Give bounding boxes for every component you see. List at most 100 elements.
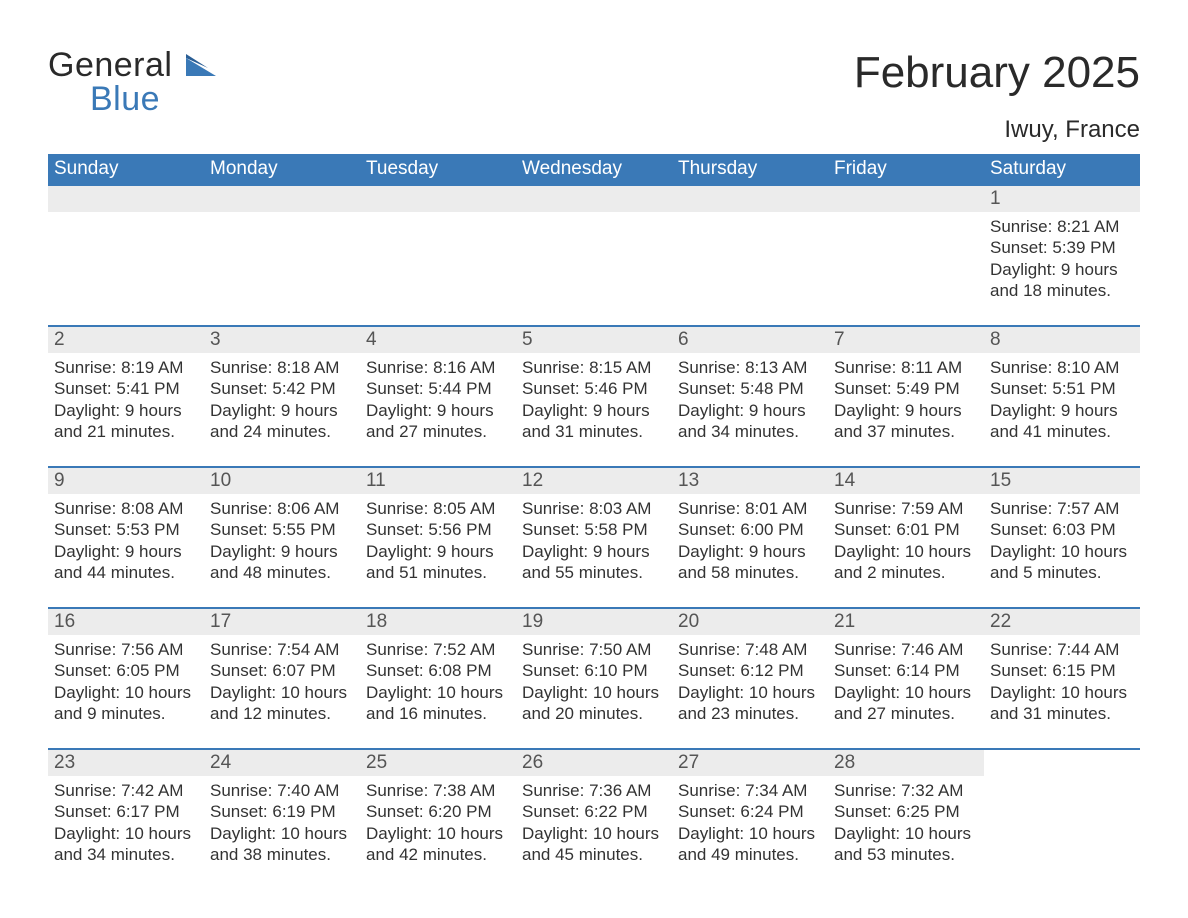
- day-details: Sunrise: 7:40 AMSunset: 6:19 PMDaylight:…: [210, 780, 354, 865]
- sunset-line: Sunset: 5:48 PM: [678, 378, 822, 399]
- day-number: 15: [990, 470, 1011, 491]
- day-number: 21: [834, 611, 855, 632]
- day-cell: 0: [48, 186, 204, 307]
- sunrise-line: Sunrise: 7:52 AM: [366, 639, 510, 660]
- sunrise-line: Sunrise: 8:03 AM: [522, 498, 666, 519]
- day-cell: 0: [204, 186, 360, 307]
- day-cell: 15Sunrise: 7:57 AMSunset: 6:03 PMDayligh…: [984, 468, 1140, 589]
- daynum-strip: 28: [828, 750, 984, 776]
- sunrise-line: Sunrise: 8:19 AM: [54, 357, 198, 378]
- day-details: Sunrise: 7:42 AMSunset: 6:17 PMDaylight:…: [54, 780, 198, 865]
- sunrise-line: Sunrise: 8:05 AM: [366, 498, 510, 519]
- day-cell: 6Sunrise: 8:13 AMSunset: 5:48 PMDaylight…: [672, 327, 828, 448]
- sunrise-line: Sunrise: 8:13 AM: [678, 357, 822, 378]
- daynum-strip: 18: [360, 609, 516, 635]
- daylight-line: Daylight: 10 hours and 45 minutes.: [522, 823, 666, 866]
- daylight-line: Daylight: 10 hours and 2 minutes.: [834, 541, 978, 584]
- brand-text: General Blue: [48, 48, 216, 116]
- calendar-grid: SundayMondayTuesdayWednesdayThursdayFrid…: [48, 154, 1140, 871]
- daylight-line: Daylight: 10 hours and 23 minutes.: [678, 682, 822, 725]
- weekday-header: Wednesday: [516, 158, 672, 180]
- header: General Blue February 2025 Iwuy, France: [48, 48, 1140, 144]
- month-title: February 2025: [854, 48, 1140, 98]
- day-cell: 14 Sunrise: 7:59 AMSunset: 6:01 PMDayligh…: [828, 468, 984, 589]
- daylight-line: Daylight: 9 hours and 31 minutes.: [522, 400, 666, 443]
- sunset-line: Sunset: 6:20 PM: [366, 801, 510, 822]
- day-cell: 12Sunrise: 8:03 AMSunset: 5:58 PMDayligh…: [516, 468, 672, 589]
- day-cell: 9Sunrise: 8:08 AMSunset: 5:53 PMDaylight…: [48, 468, 204, 589]
- sunset-line: Sunset: 5:55 PM: [210, 519, 354, 540]
- day-number: 5: [522, 329, 533, 350]
- daylight-line: Daylight: 10 hours and 27 minutes.: [834, 682, 978, 725]
- weekday-header: Sunday: [48, 158, 204, 180]
- sunrise-line: Sunrise: 7:54 AM: [210, 639, 354, 660]
- day-cell: 19Sunrise: 7:50 AMSunset: 6:10 PMDayligh…: [516, 609, 672, 730]
- calendar-page: General Blue February 2025 Iwuy, France …: [0, 0, 1188, 871]
- day-number: 7: [834, 329, 845, 350]
- sunrise-line: Sunrise: 7:57 AM: [990, 498, 1134, 519]
- sunset-line: Sunset: 6:15 PM: [990, 660, 1134, 681]
- day-cell: 2Sunrise: 8:19 AMSunset: 5:41 PMDaylight…: [48, 327, 204, 448]
- day-details: Sunrise: 8:10 AMSunset: 5:51 PMDaylight:…: [990, 357, 1134, 442]
- daynum-strip: 0: [672, 186, 828, 212]
- day-details: Sunrise: 7:46 AMSunset: 6:14 PMDaylight:…: [834, 639, 978, 724]
- daynum-strip: 14: [828, 468, 984, 494]
- day-details: Sunrise: 7:36 AMSunset: 6:22 PMDaylight:…: [522, 780, 666, 865]
- day-cell: 3Sunrise: 8:18 AMSunset: 5:42 PMDaylight…: [204, 327, 360, 448]
- day-details: Sunrise: 8:18 AMSunset: 5:42 PMDaylight:…: [210, 357, 354, 442]
- sunrise-line: Sunrise: 8:11 AM: [834, 357, 978, 378]
- day-details: Sunrise: 7:59 AMSunset: 6:01 PMDaylight:…: [834, 498, 978, 583]
- daynum-strip: 11: [360, 468, 516, 494]
- daylight-line: Daylight: 9 hours and 41 minutes.: [990, 400, 1134, 443]
- daylight-line: Daylight: 9 hours and 37 minutes.: [834, 400, 978, 443]
- day-cell: 11Sunrise: 8:05 AMSunset: 5:56 PMDayligh…: [360, 468, 516, 589]
- daynum-strip: 13: [672, 468, 828, 494]
- day-number: 4: [366, 329, 377, 350]
- day-number: 19: [522, 611, 543, 632]
- day-cell: 25Sunrise: 7:38 AMSunset: 6:20 PMDayligh…: [360, 750, 516, 871]
- daynum-strip: 21: [828, 609, 984, 635]
- day-cell: 0: [828, 186, 984, 307]
- daylight-line: Daylight: 10 hours and 16 minutes.: [366, 682, 510, 725]
- daynum-strip: 6: [672, 327, 828, 353]
- day-details: Sunrise: 7:52 AMSunset: 6:08 PMDaylight:…: [366, 639, 510, 724]
- day-cell: 13 Sunrise: 8:01 AMSunset: 6:00 PMDayligh…: [672, 468, 828, 589]
- day-number: 10: [210, 470, 231, 491]
- daynum-strip: 1: [984, 186, 1140, 212]
- day-details: Sunrise: 8:19 AMSunset: 5:41 PMDaylight:…: [54, 357, 198, 442]
- day-details: Sunrise: 8:01 AMSunset: 6:00 PMDaylight:…: [678, 498, 822, 583]
- daynum-strip: 4: [360, 327, 516, 353]
- daynum-strip: 5: [516, 327, 672, 353]
- day-number: 26: [522, 752, 543, 773]
- day-cell: 5 Sunrise: 8:15 AMSunset: 5:46 PMDaylight…: [516, 327, 672, 448]
- sunrise-line: Sunrise: 8:06 AM: [210, 498, 354, 519]
- daylight-line: Daylight: 10 hours and 20 minutes.: [522, 682, 666, 725]
- day-details: Sunrise: 8:03 AMSunset: 5:58 PMDaylight:…: [522, 498, 666, 583]
- sunrise-line: Sunrise: 7:44 AM: [990, 639, 1134, 660]
- sunset-line: Sunset: 6:19 PM: [210, 801, 354, 822]
- day-number: 17: [210, 611, 231, 632]
- day-details: Sunrise: 8:15 AMSunset: 5:46 PMDaylight:…: [522, 357, 666, 442]
- daynum-strip: 0: [48, 186, 204, 212]
- daylight-line: Daylight: 9 hours and 21 minutes.: [54, 400, 198, 443]
- daylight-line: Daylight: 9 hours and 18 minutes.: [990, 259, 1134, 302]
- sunset-line: Sunset: 5:44 PM: [366, 378, 510, 399]
- week-row: 23Sunrise: 7:42 AMSunset: 6:17 PMDayligh…: [48, 748, 1140, 871]
- day-cell: 26 Sunrise: 7:36 AMSunset: 6:22 PMDayligh…: [516, 750, 672, 871]
- sunrise-line: Sunrise: 7:42 AM: [54, 780, 198, 801]
- location-label: Iwuy, France: [854, 116, 1140, 144]
- sunset-line: Sunset: 6:01 PM: [834, 519, 978, 540]
- day-details: Sunrise: 7:54 AMSunset: 6:07 PMDaylight:…: [210, 639, 354, 724]
- daynum-strip: 0: [828, 186, 984, 212]
- week-row: 2Sunrise: 8:19 AMSunset: 5:41 PMDaylight…: [48, 325, 1140, 448]
- sunset-line: Sunset: 6:17 PM: [54, 801, 198, 822]
- sunrise-line: Sunrise: 7:48 AM: [678, 639, 822, 660]
- daynum-strip: 26: [516, 750, 672, 776]
- sunset-line: Sunset: 6:12 PM: [678, 660, 822, 681]
- day-cell: 16Sunrise: 7:56 AMSunset: 6:05 PMDayligh…: [48, 609, 204, 730]
- day-cell: 21 Sunrise: 7:46 AMSunset: 6:14 PMDayligh…: [828, 609, 984, 730]
- sunrise-line: Sunrise: 7:32 AM: [834, 780, 978, 801]
- day-cell: 0: [516, 186, 672, 307]
- day-details: Sunrise: 8:21 AMSunset: 5:39 PMDaylight:…: [990, 216, 1134, 301]
- sunset-line: Sunset: 5:51 PM: [990, 378, 1134, 399]
